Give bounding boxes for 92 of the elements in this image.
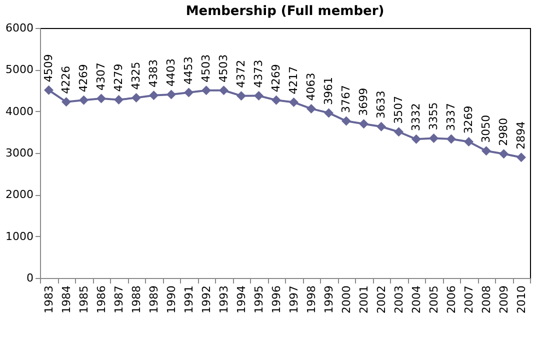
data-label: 3269	[462, 106, 475, 134]
x-tick-label: 1998	[304, 286, 318, 314]
y-tick-label: 2000	[6, 188, 34, 202]
x-tick-label: 2007	[462, 286, 476, 314]
x-tick-label: 1992	[200, 286, 213, 314]
data-label: 3961	[322, 76, 335, 105]
data-label: 4269	[269, 64, 282, 92]
point	[342, 116, 351, 126]
x-tick-label: 1990	[164, 286, 178, 314]
y-tick-label: 4000	[6, 104, 34, 118]
point	[482, 146, 491, 156]
point	[202, 86, 211, 96]
data-label: 3699	[356, 88, 370, 116]
y-tick-label: 3000	[6, 146, 34, 160]
x-tick-label: 1995	[252, 286, 266, 314]
point	[359, 119, 368, 129]
point	[236, 91, 246, 101]
point	[429, 133, 438, 143]
data-label: 4279	[112, 64, 125, 92]
x-tick-label: 2006	[444, 286, 458, 314]
x-tick-label: 1996	[270, 286, 283, 314]
data-label: 4217	[286, 66, 300, 94]
data-label: 4503	[216, 54, 230, 82]
y-tick-label: 0	[26, 272, 34, 284]
point	[324, 108, 334, 118]
data-label: 4509	[42, 54, 55, 82]
data-label: 4269	[76, 64, 90, 92]
point	[289, 98, 298, 108]
x-tick-label: 2004	[410, 286, 423, 314]
data-label: 3050	[479, 114, 492, 143]
point	[132, 93, 141, 103]
point	[516, 152, 526, 162]
x-tick-label: 2000	[340, 286, 353, 314]
point	[499, 149, 508, 159]
y-tick-label: 6000	[6, 22, 34, 34]
data-label: 3767	[339, 85, 352, 114]
data-label: 4503	[199, 54, 212, 82]
x-tick-label: 2010	[514, 286, 528, 314]
data-label: 4372	[234, 60, 248, 88]
x-tick-label: 1984	[60, 286, 73, 314]
point	[114, 94, 124, 104]
data-label: 3633	[374, 90, 388, 119]
point	[254, 91, 264, 101]
x-tick-label: 2009	[497, 286, 510, 314]
x-tick-label: 1989	[147, 286, 160, 314]
data-label: 4063	[304, 72, 318, 101]
x-tick-label: 2002	[374, 286, 388, 314]
point	[166, 90, 176, 100]
x-tick-label: 2003	[392, 286, 406, 314]
data-label: 2894	[514, 121, 528, 150]
data-label: 4383	[146, 59, 160, 88]
data-label: 4373	[252, 60, 265, 88]
x-tick-label: 1988	[130, 286, 143, 314]
x-tick-label: 1999	[322, 286, 336, 314]
x-tick-label: 2005	[427, 286, 440, 314]
point	[96, 94, 106, 104]
point	[184, 88, 194, 98]
x-tick-label: 1991	[182, 286, 196, 314]
point	[219, 86, 228, 96]
point	[394, 127, 404, 137]
x-tick-label: 1994	[234, 286, 248, 314]
point	[62, 97, 71, 107]
data-label: 3337	[444, 102, 458, 131]
data-label: 2980	[496, 118, 510, 146]
data-label: 3507	[392, 96, 405, 124]
y-tick-label: 1000	[6, 230, 34, 243]
point	[79, 95, 88, 105]
point	[376, 122, 386, 132]
point	[446, 134, 456, 144]
x-tick-label: 2008	[480, 286, 493, 314]
point	[272, 95, 281, 105]
x-tick-label: 1985	[77, 286, 90, 314]
point	[464, 137, 474, 147]
data-label: 4403	[164, 58, 178, 87]
point	[44, 85, 54, 95]
data-label: 4325	[129, 62, 142, 90]
data-label: 3332	[409, 103, 422, 132]
x-tick-label: 1997	[287, 286, 300, 314]
y-tick-label: 5000	[6, 63, 34, 76]
data-label: 4307	[94, 62, 108, 91]
x-tick-label: 2001	[357, 286, 370, 314]
x-tick-label: 1983	[42, 286, 56, 314]
chart-title: Membership (Full member)	[186, 4, 384, 19]
point	[306, 104, 316, 114]
point	[149, 90, 158, 100]
point	[412, 134, 421, 144]
data-label: 4226	[59, 66, 72, 94]
x-tick-label: 1987	[112, 286, 126, 314]
data-label: 4453	[182, 56, 195, 84]
x-tick-label: 1986	[94, 286, 108, 314]
x-tick-label: 1993	[217, 286, 230, 314]
data-label: 3355	[426, 102, 440, 130]
